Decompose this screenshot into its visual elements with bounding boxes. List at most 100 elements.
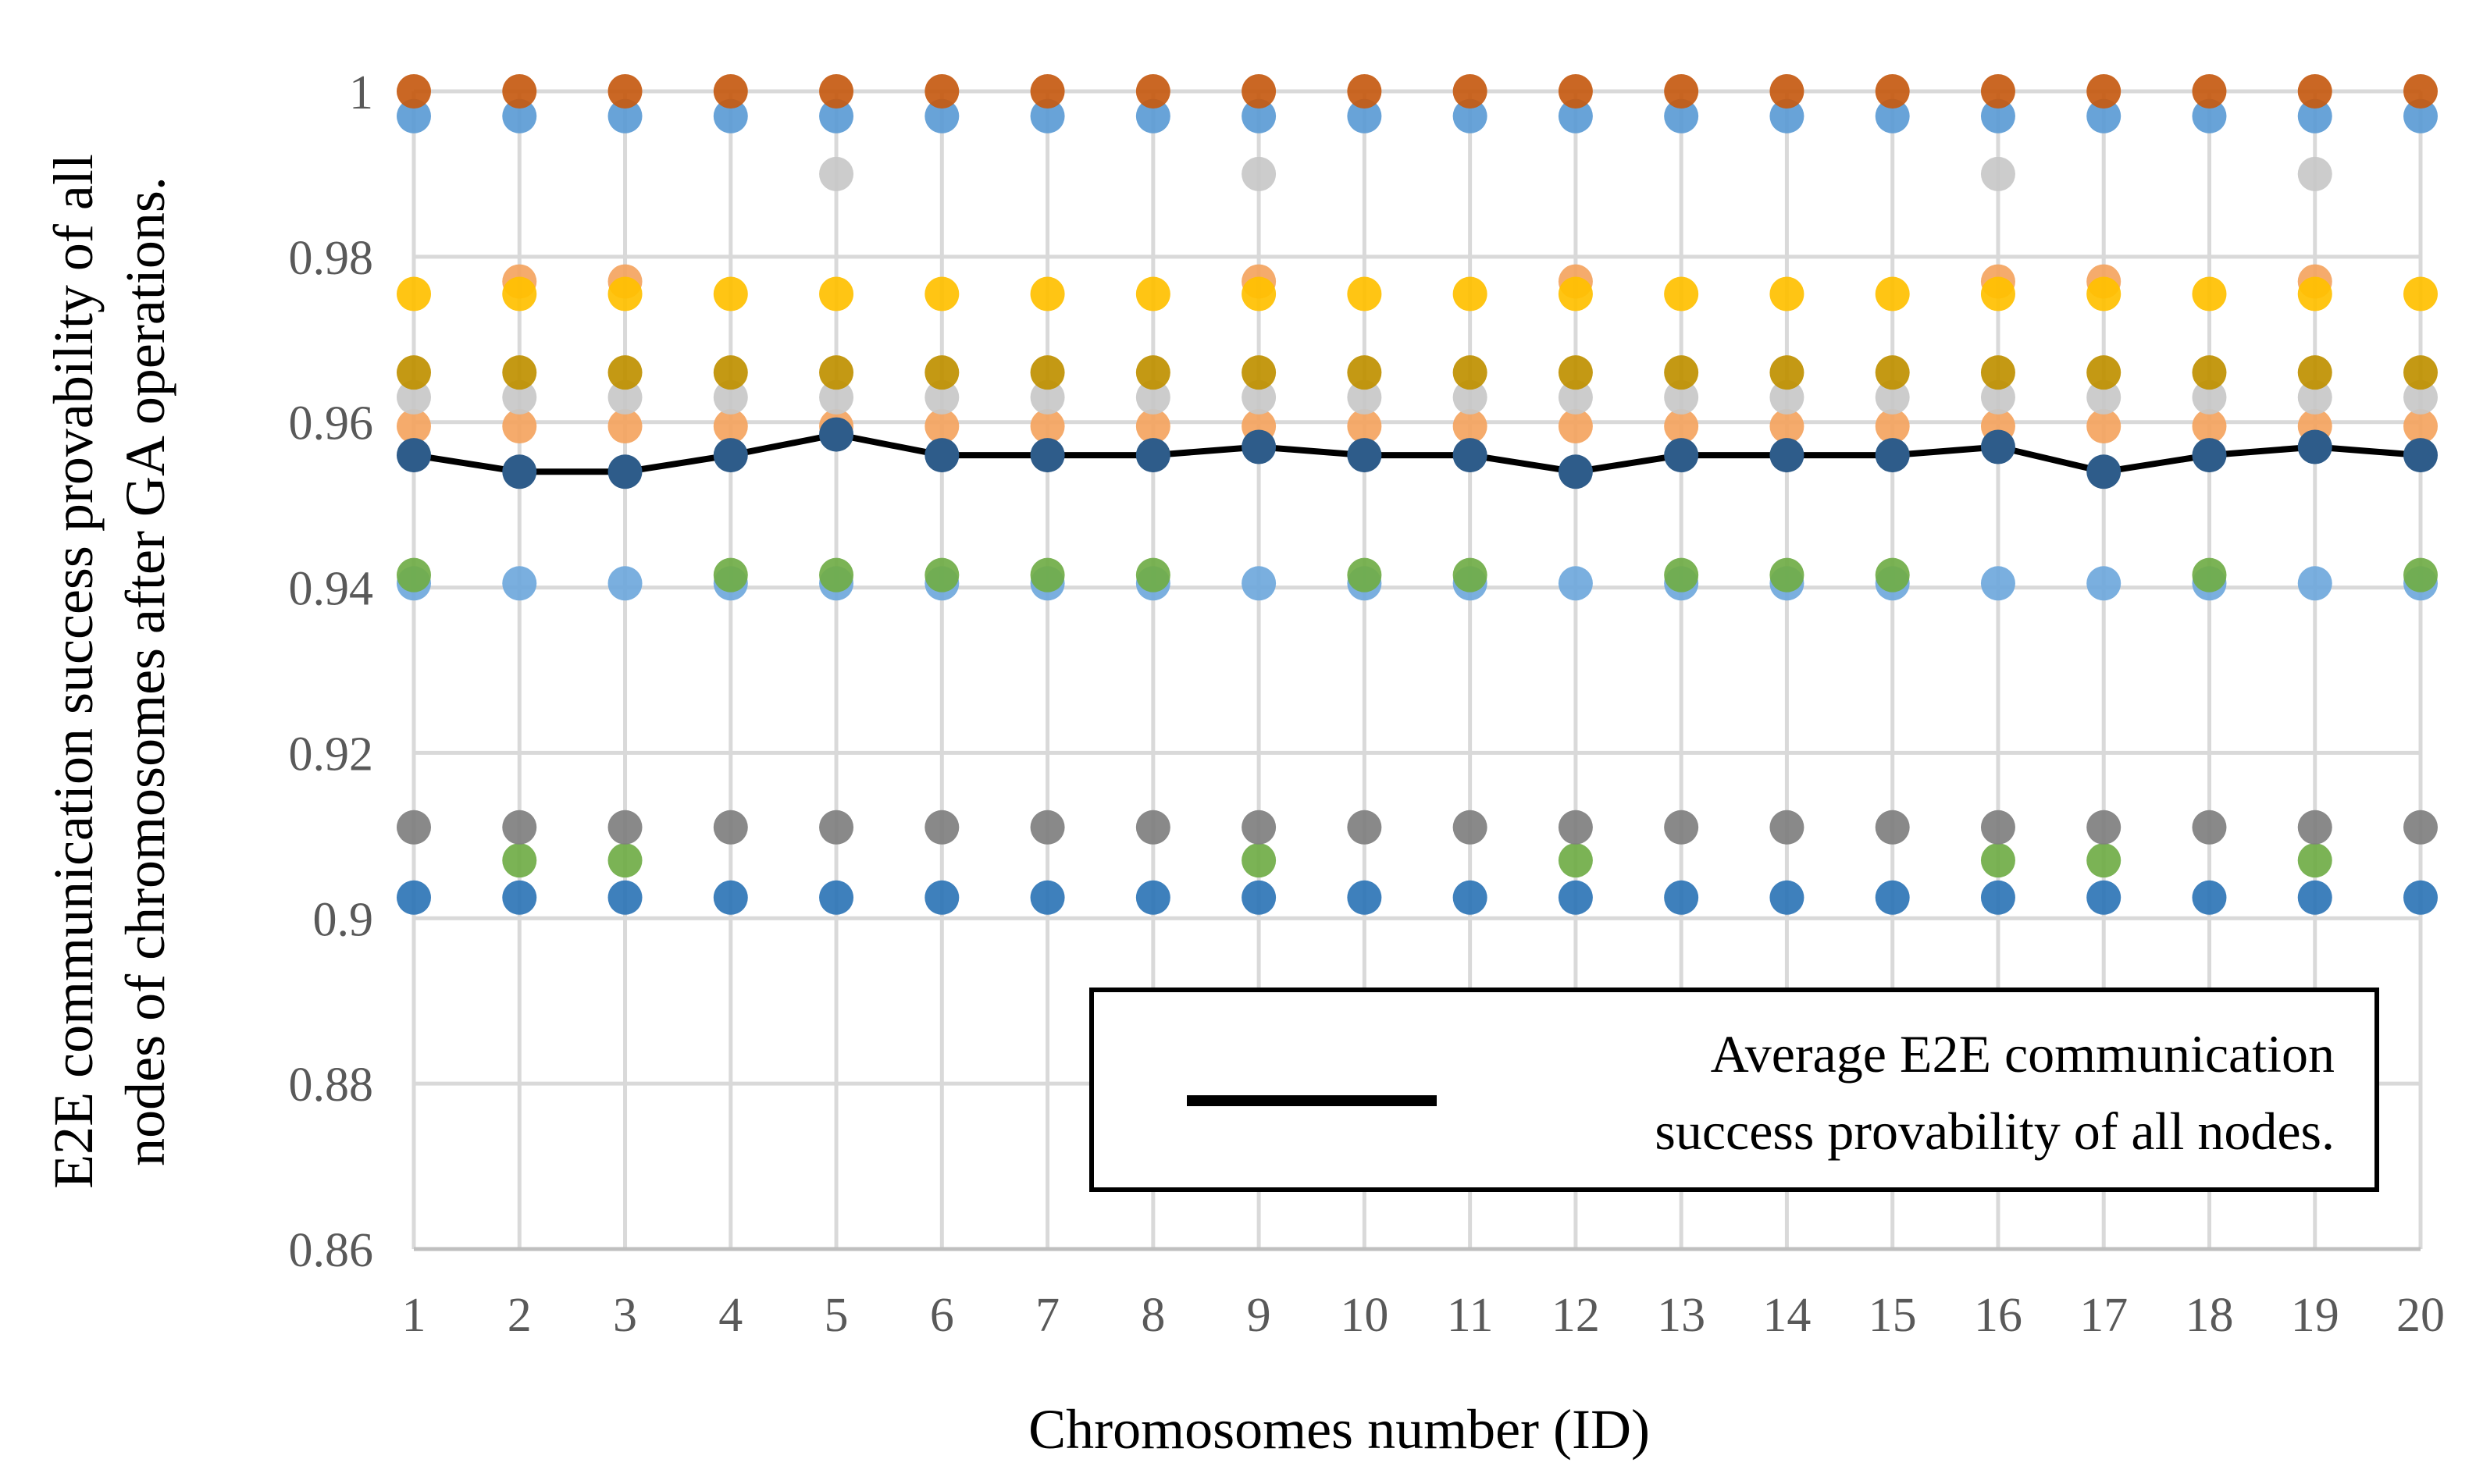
data-point [502,566,537,601]
data-point [1769,355,1804,390]
data-point [1769,409,1804,444]
data-point [2086,379,2122,415]
x-tick-label: 12 [1552,1289,1600,1342]
data-point [1980,355,2015,390]
data-point [1664,557,1699,593]
data-point [2086,810,2122,845]
data-point [1135,276,1170,311]
average-point [1769,438,1804,473]
data-point [1980,276,2015,311]
data-point [713,98,748,133]
data-point [1980,98,2015,133]
data-point [2086,74,2122,109]
average-point [1030,438,1065,473]
data-point [1980,843,2015,878]
y-tick-label: 0.92 [289,728,374,781]
data-point [2086,355,2122,390]
average-point [2297,429,2332,464]
average-point [502,454,537,489]
legend: Average E2E communication success provab… [1089,988,2379,1192]
data-point [2403,276,2438,311]
y-axis-title-line-1: E2E communication success provability of… [42,154,105,1189]
data-point [2086,276,2122,311]
y-tick-label: 0.94 [289,563,374,616]
data-point [1242,566,1277,601]
x-tick-label: 16 [1974,1289,2022,1342]
data-point [924,409,960,444]
data-point [819,74,854,109]
data-point [2192,379,2227,415]
average-point [1875,438,1910,473]
data-point [1242,379,1277,415]
data-point [1558,880,1593,915]
data-point [819,880,854,915]
data-point [713,409,748,444]
data-point [607,74,643,109]
data-point [2403,557,2438,593]
data-point [1875,810,1910,845]
data-point [607,98,643,133]
data-point [819,557,854,593]
data-point [2297,98,2332,133]
legend-box [1089,988,2379,1192]
data-point [397,379,431,415]
data-point [2192,409,2227,444]
data-point [2192,74,2227,109]
data-point [1347,98,1382,133]
data-point [1452,810,1487,845]
data-point [1452,557,1487,593]
data-point [924,379,960,415]
data-point [2086,880,2122,915]
average-point [2192,438,2227,473]
x-tick-label: 19 [2291,1289,2339,1342]
data-point [1135,557,1170,593]
data-point [1030,810,1065,845]
data-point [1030,355,1065,390]
data-point [1875,276,1910,311]
data-point [1242,355,1277,390]
data-point [1769,74,1804,109]
data-point [924,355,960,390]
data-point [713,74,748,109]
data-point [713,379,748,415]
data-point [1558,843,1593,878]
x-tick-label: 7 [1035,1289,1060,1342]
data-point [607,566,643,601]
data-point [924,74,960,109]
data-point [1347,379,1382,415]
data-point [1664,880,1699,915]
data-point [1769,98,1804,133]
average-line [413,431,2421,475]
data-point [924,98,960,133]
data-point [1135,810,1170,845]
data-point [397,557,431,593]
data-point [502,74,537,109]
average-point [924,438,960,473]
average-point [1347,438,1382,473]
data-point [1135,880,1170,915]
data-point [2192,810,2227,845]
data-point [1135,379,1170,415]
data-point [1664,379,1699,415]
data-point [2403,74,2438,109]
data-point [2086,98,2122,133]
data-point [2403,880,2438,915]
data-point [2297,810,2332,845]
x-tick-label: 17 [2079,1289,2128,1342]
x-tick-label: 8 [1141,1289,1165,1342]
y-tick-label: 0.88 [289,1059,374,1112]
data-point [1875,557,1910,593]
data-point [1769,379,1804,415]
data-point [2086,409,2122,444]
data-point [1558,355,1593,390]
data-point [1875,74,1910,109]
data-point [502,98,537,133]
data-point [1558,276,1593,311]
data-point [1242,98,1277,133]
data-point [1980,156,2015,191]
data-point [924,557,960,593]
data-point [1347,880,1382,915]
data-point [819,355,854,390]
data-point [819,276,854,311]
